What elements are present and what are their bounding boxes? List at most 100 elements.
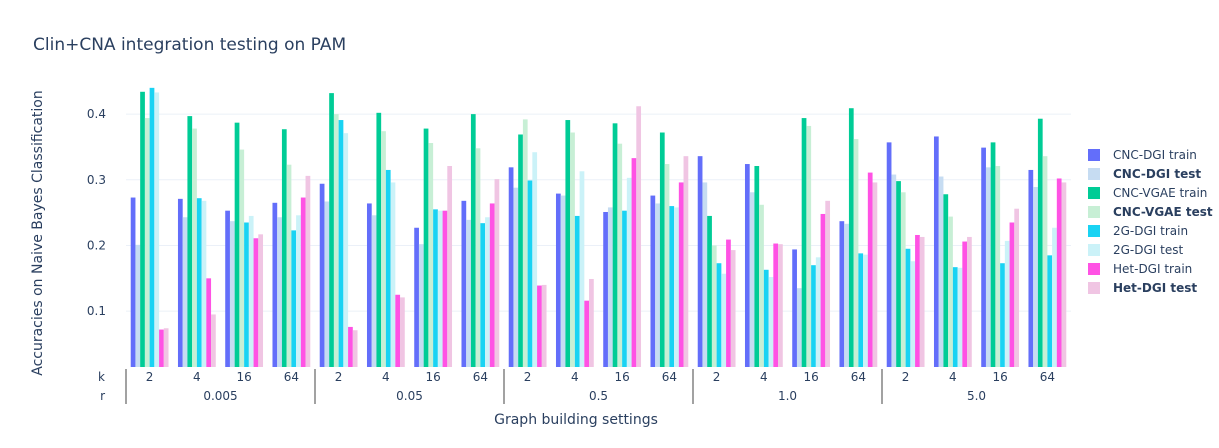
bar[interactable]: [985, 167, 991, 367]
bar[interactable]: [1052, 227, 1057, 367]
bar[interactable]: [206, 278, 212, 367]
bar[interactable]: [702, 182, 708, 367]
bar[interactable]: [187, 116, 193, 367]
bar[interactable]: [333, 114, 339, 368]
bar[interactable]: [863, 254, 868, 367]
bar[interactable]: [447, 166, 453, 367]
bar[interactable]: [806, 125, 812, 367]
bar[interactable]: [678, 182, 684, 367]
bar[interactable]: [607, 207, 613, 367]
bar[interactable]: [480, 223, 486, 367]
bar[interactable]: [470, 114, 476, 368]
bar[interactable]: [726, 239, 731, 367]
bar[interactable]: [442, 210, 448, 367]
bar[interactable]: [1042, 156, 1048, 367]
bar[interactable]: [853, 139, 859, 367]
bar[interactable]: [489, 203, 495, 367]
bar[interactable]: [527, 180, 533, 367]
bar[interactable]: [622, 210, 627, 367]
bar[interactable]: [778, 244, 783, 367]
bar[interactable]: [1061, 182, 1067, 367]
bar[interactable]: [707, 215, 712, 367]
bar[interactable]: [253, 238, 259, 367]
bar[interactable]: [763, 269, 769, 367]
bar[interactable]: [759, 204, 764, 367]
bar[interactable]: [683, 156, 689, 367]
bar[interactable]: [508, 167, 514, 367]
bar[interactable]: [381, 131, 386, 367]
bar[interactable]: [603, 211, 608, 367]
bar[interactable]: [513, 187, 519, 367]
bar[interactable]: [730, 250, 736, 367]
bar[interactable]: [919, 236, 925, 367]
bar[interactable]: [286, 164, 292, 367]
bar[interactable]: [305, 175, 311, 367]
bar[interactable]: [149, 87, 155, 367]
bar[interactable]: [390, 182, 396, 367]
bar[interactable]: [867, 172, 873, 367]
bar[interactable]: [560, 195, 566, 367]
bar[interactable]: [423, 128, 429, 367]
bar[interactable]: [815, 257, 821, 367]
legend-item[interactable]: CNC-VGAE test: [1088, 205, 1213, 219]
bar[interactable]: [182, 217, 188, 367]
bar[interactable]: [428, 143, 434, 367]
legend-item[interactable]: 2G-DGI test: [1088, 243, 1183, 257]
bar[interactable]: [475, 148, 481, 367]
bar[interactable]: [570, 132, 575, 367]
legend-item[interactable]: 2G-DGI train: [1088, 224, 1188, 238]
bar[interactable]: [555, 193, 561, 367]
bar[interactable]: [130, 197, 136, 367]
bar[interactable]: [296, 215, 301, 367]
bar[interactable]: [962, 241, 968, 367]
bar[interactable]: [749, 192, 755, 367]
bar[interactable]: [1014, 208, 1020, 367]
bar[interactable]: [617, 143, 623, 367]
bar[interactable]: [1009, 222, 1015, 368]
bar[interactable]: [277, 217, 282, 367]
bar[interactable]: [844, 223, 849, 367]
bar[interactable]: [839, 221, 845, 367]
bar[interactable]: [163, 328, 169, 367]
bar[interactable]: [915, 234, 920, 367]
bar[interactable]: [518, 134, 523, 367]
legend-item[interactable]: CNC-VGAE train: [1088, 186, 1207, 200]
bar[interactable]: [1037, 118, 1043, 367]
bar[interactable]: [348, 326, 353, 367]
bar[interactable]: [414, 227, 419, 367]
bar[interactable]: [201, 200, 207, 367]
bar[interactable]: [192, 128, 197, 367]
bar[interactable]: [385, 169, 391, 367]
bar[interactable]: [324, 201, 330, 367]
bar[interactable]: [716, 263, 722, 367]
bar[interactable]: [674, 207, 679, 367]
bar[interactable]: [537, 285, 542, 367]
bar[interactable]: [858, 253, 864, 367]
bar[interactable]: [1000, 263, 1005, 367]
bar[interactable]: [140, 91, 145, 367]
bar[interactable]: [820, 213, 826, 367]
bar[interactable]: [433, 209, 438, 367]
bar[interactable]: [711, 245, 717, 367]
bar[interactable]: [650, 195, 656, 367]
bar[interactable]: [636, 106, 642, 368]
bar[interactable]: [967, 236, 972, 367]
bar[interactable]: [933, 136, 939, 367]
bar[interactable]: [664, 164, 670, 367]
bar[interactable]: [659, 132, 665, 367]
bar[interactable]: [376, 112, 382, 367]
bar[interactable]: [801, 118, 807, 367]
bar[interactable]: [589, 278, 594, 367]
bar[interactable]: [848, 108, 854, 368]
bar[interactable]: [565, 120, 571, 367]
bar[interactable]: [234, 122, 240, 367]
bar[interactable]: [574, 215, 580, 367]
bar[interactable]: [886, 142, 892, 367]
bar[interactable]: [631, 158, 637, 367]
bar[interactable]: [744, 164, 750, 367]
bar[interactable]: [952, 267, 958, 367]
bar[interactable]: [300, 197, 306, 367]
legend[interactable]: CNC-DGI train CNC-DGI test CNC-VGAE train C…: [1088, 148, 1213, 295]
bar[interactable]: [532, 152, 538, 367]
bar[interactable]: [981, 147, 986, 367]
